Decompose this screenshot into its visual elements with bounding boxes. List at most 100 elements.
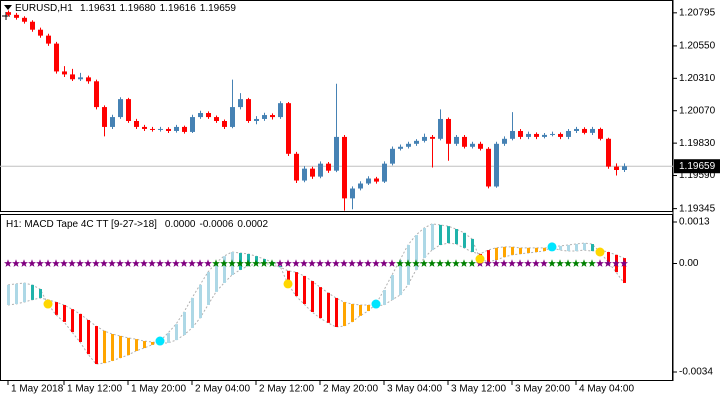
tape-bar [151, 342, 154, 345]
y-tick-label: 0.00 [679, 258, 699, 269]
candle-body [46, 35, 51, 44]
candle-body [174, 126, 179, 131]
state-star [84, 259, 92, 267]
state-star [524, 259, 532, 267]
candle-body [126, 99, 131, 121]
indicator-title: H1: MACD Tape 4C TT [9-27->18] [6, 219, 157, 230]
candle-body [142, 126, 147, 129]
candle-body [518, 130, 523, 137]
state-star [364, 259, 372, 267]
state-star [484, 259, 492, 267]
state-star [164, 259, 172, 267]
candle-body [614, 166, 619, 171]
candle-body [38, 29, 43, 36]
tape-bar [63, 304, 66, 322]
state-star [612, 259, 620, 267]
current-price-label: 1.19659 [679, 161, 716, 172]
tape-bar [303, 275, 306, 305]
state-star [156, 259, 164, 267]
candle-body [534, 133, 539, 137]
tape-bar [439, 224, 442, 245]
tape-bar [471, 238, 474, 252]
readout-value: 1.19659 [200, 3, 237, 14]
state-star [228, 259, 236, 267]
candle-body [414, 140, 419, 144]
state-star [12, 259, 20, 267]
readout-value: 1.19631 [80, 3, 117, 14]
tape-bar [535, 247, 538, 252]
tape-bar [23, 282, 26, 303]
tape-bar [287, 270, 290, 284]
cross-dot [283, 279, 293, 289]
state-star [564, 259, 572, 267]
tape-bar [495, 247, 498, 260]
candle-body [302, 168, 307, 181]
candle-body [158, 128, 163, 130]
tape-bar [343, 302, 346, 327]
candle-body [526, 133, 531, 137]
candle-body [14, 14, 19, 18]
state-star [212, 259, 220, 267]
state-star [308, 259, 316, 267]
candle-body [446, 118, 451, 144]
state-star [388, 259, 396, 267]
state-star [316, 259, 324, 267]
state-star [132, 259, 140, 267]
candle-body [22, 17, 27, 22]
state-star [588, 259, 596, 267]
cross-dot [371, 299, 381, 309]
state-star [140, 259, 148, 267]
state-star [348, 259, 356, 267]
state-star [300, 259, 308, 267]
tape-bar [447, 226, 450, 244]
tape-bar [55, 302, 58, 315]
tape-bar [295, 272, 298, 297]
candle-body [294, 153, 299, 181]
state-star [492, 259, 500, 267]
tape-bar [15, 283, 18, 305]
candle-body [278, 103, 283, 118]
state-star [532, 259, 540, 267]
state-star [260, 259, 268, 267]
candle-body [510, 130, 515, 139]
candle-body [502, 138, 507, 144]
state-star [332, 259, 340, 267]
tape-bar [31, 284, 34, 300]
tape-bar [415, 235, 418, 270]
state-star [412, 259, 420, 267]
candle-body [606, 138, 611, 167]
y-tick-label: 1.20550 [679, 41, 716, 52]
candle-body [390, 148, 395, 164]
state-star [596, 259, 604, 267]
candle-body [78, 77, 83, 80]
candle-body [110, 117, 115, 127]
candle-body [334, 136, 339, 171]
tape-bar [111, 334, 114, 361]
candle-body [222, 120, 227, 127]
tape-bar [511, 246, 514, 255]
tape-bar [503, 246, 506, 258]
readout-value: -0.0006 [200, 219, 234, 230]
state-star [20, 259, 28, 267]
tape-bar [463, 232, 466, 248]
tape-bar [311, 281, 314, 312]
candle-body [270, 115, 275, 118]
y-tick-label: 0.0013 [679, 217, 710, 228]
state-star [444, 259, 452, 267]
candle-body [286, 103, 291, 154]
tape-bar [175, 324, 178, 341]
candle-body [366, 178, 371, 184]
state-star [276, 259, 284, 267]
state-star [572, 259, 580, 267]
candle-body [598, 128, 603, 139]
tape-bar [607, 252, 610, 262]
candle-body [590, 128, 595, 133]
state-star [548, 259, 556, 267]
candle-body [30, 21, 35, 30]
candle-body [438, 118, 443, 139]
candle-body [238, 99, 243, 108]
state-star [428, 259, 436, 267]
state-star [404, 259, 412, 267]
state-star [188, 259, 196, 267]
